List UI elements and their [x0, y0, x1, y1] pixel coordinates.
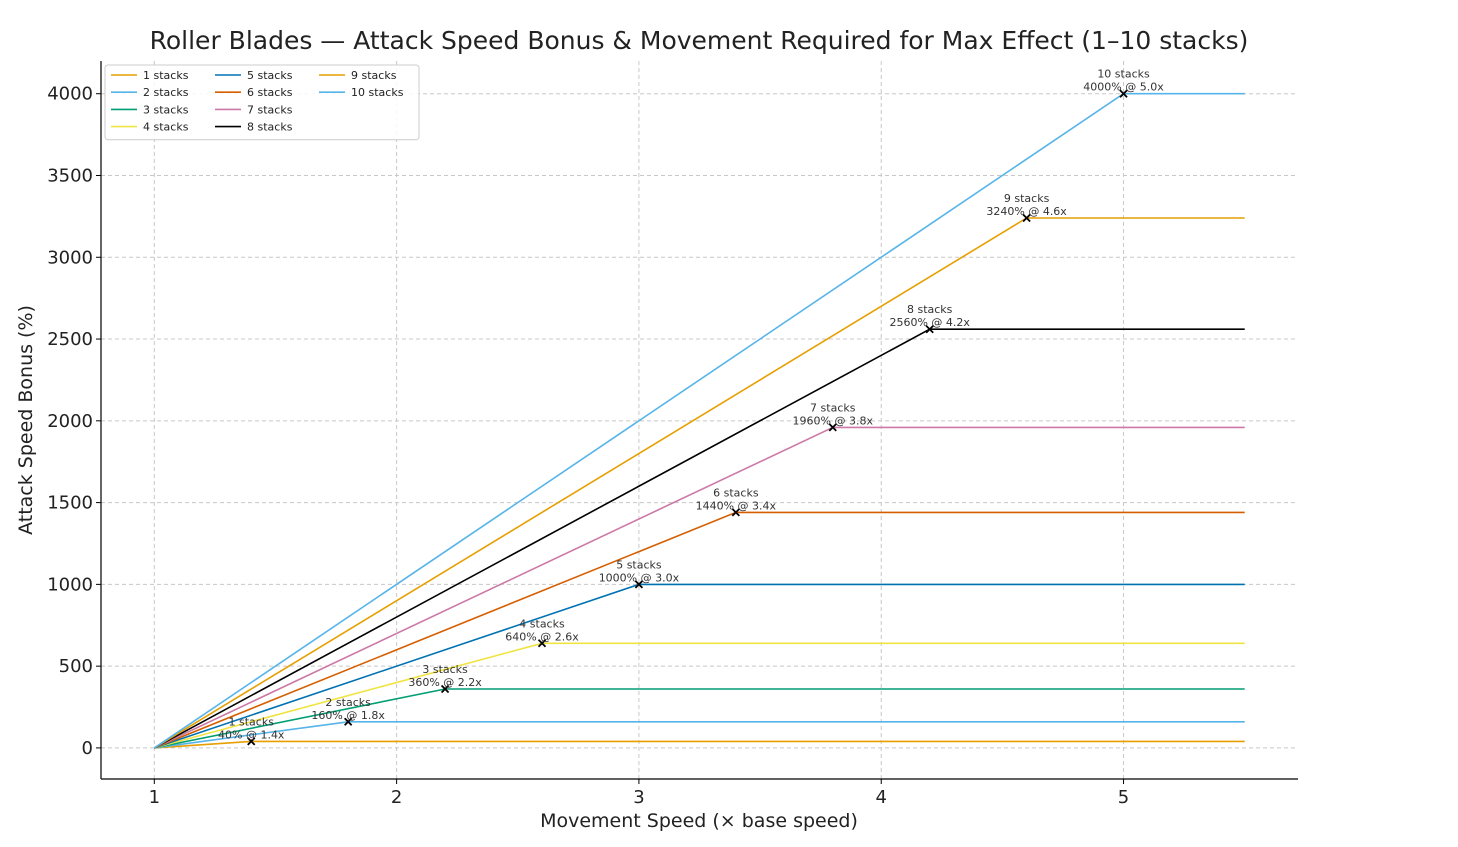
legend-entry-5: 5 stacks — [247, 69, 293, 82]
annotation-label-9: 9 stacks — [1004, 192, 1050, 205]
series-line-2 — [154, 720, 1245, 749]
max-marker-4 — [537, 639, 547, 648]
y-tick-label: 3000 — [47, 247, 93, 268]
axes-layer: 1 2 3 4 5 0 500 1000 1500 2000 2500 3000 3500 4000 — [47, 61, 1298, 808]
legend-entry-9: 9 stacks — [351, 69, 397, 82]
y-tick-label: 3500 — [47, 165, 93, 186]
legend-entry-8: 8 stacks — [247, 121, 293, 134]
annotation-label-3: 3 stacks — [422, 663, 468, 676]
y-tick-label: 1500 — [47, 493, 93, 514]
series-line-1 — [154, 740, 1245, 749]
marker-stroke — [1119, 89, 1128, 98]
annotation-value-3: 360% @ 2.2x — [408, 676, 482, 689]
max-marker-8 — [925, 325, 934, 334]
max-marker-2 — [344, 717, 353, 726]
legend: 1 stacks 2 stacks 3 stacks 4 stacks 5 stacks… — [104, 64, 420, 141]
marker-stroke — [925, 325, 934, 334]
y-axis-label: Attack Speed Bonus (%) — [15, 305, 37, 535]
series-line-7 — [153, 426, 1245, 749]
y-tick-label: 2000 — [47, 411, 93, 432]
annotation-label-7: 7 stacks — [810, 401, 856, 414]
marker-stroke — [828, 423, 837, 432]
marker-stroke — [537, 639, 547, 648]
legend-entry-10: 10 stacks — [351, 86, 404, 99]
annotation-value-9: 3240% @ 4.6x — [986, 205, 1067, 218]
max-marker-5 — [634, 580, 644, 589]
annotation-label-6: 6 stacks — [713, 486, 759, 499]
annotation-label-5: 5 stacks — [616, 558, 662, 571]
marker-stroke — [247, 737, 256, 746]
x-axis-label: Movement Speed (× base speed) — [540, 810, 858, 832]
annotation-value-1: 40% @ 1.4x — [218, 728, 285, 741]
max-marker-3 — [440, 684, 450, 694]
legend-entry-7: 7 stacks — [247, 103, 293, 116]
legend-entry-3: 3 stacks — [143, 103, 189, 116]
annotation-value-5: 1000% @ 3.0x — [599, 571, 680, 584]
y-tick-label: 4000 — [47, 84, 93, 105]
y-tick-label: 1000 — [47, 574, 93, 595]
annotation-value-6: 1440% @ 3.4x — [696, 499, 777, 512]
series-line-8 — [153, 328, 1245, 749]
legend-entry-2: 2 stacks — [143, 86, 189, 99]
annotation-label-4: 4 stacks — [519, 617, 565, 630]
marker-stroke — [731, 508, 740, 517]
max-marker-9 — [1022, 213, 1031, 223]
max-marker-7 — [828, 423, 837, 432]
legend-box — [104, 64, 420, 141]
x-tick-label: 4 — [876, 787, 887, 808]
grid-layer — [101, 61, 1298, 779]
annotation-value-7: 1960% @ 3.8x — [793, 414, 874, 427]
marker-stroke — [440, 684, 450, 694]
legend-entry-1: 1 stacks — [143, 69, 189, 82]
annotation-label-8: 8 stacks — [907, 303, 953, 316]
series-line-9 — [153, 217, 1245, 749]
legend-entry-4: 4 stacks — [143, 121, 189, 134]
y-tick-label: 2500 — [47, 329, 93, 350]
x-tick-label: 3 — [633, 787, 644, 808]
marker-stroke — [634, 580, 644, 589]
annotation-label-2: 2 stacks — [325, 696, 371, 709]
annotation-value-8: 2560% @ 4.2x — [889, 316, 970, 329]
annotation-value-4: 640% @ 2.6x — [505, 630, 579, 643]
x-tick-label: 5 — [1118, 787, 1129, 808]
max-marker-1 — [247, 737, 256, 746]
marker-stroke — [344, 717, 353, 726]
marker-stroke — [1022, 213, 1031, 223]
y-tick-label: 500 — [59, 656, 93, 677]
annotation-value-2: 160% @ 1.8x — [311, 709, 385, 722]
annotation-value-10: 4000% @ 5.0x — [1083, 81, 1164, 94]
annotation-label-1: 1 stacks — [229, 715, 275, 728]
chart-title: Roller Blades — Attack Speed Bonus & Mov… — [150, 26, 1249, 55]
x-tick-label: 2 — [391, 787, 402, 808]
max-marker-10 — [1119, 89, 1128, 98]
y-tick-label: 0 — [82, 738, 93, 759]
x-tick-label: 1 — [149, 787, 160, 808]
max-marker-6 — [731, 508, 740, 517]
legend-entry-6: 6 stacks — [247, 86, 293, 99]
annotation-label-10: 10 stacks — [1097, 68, 1150, 81]
